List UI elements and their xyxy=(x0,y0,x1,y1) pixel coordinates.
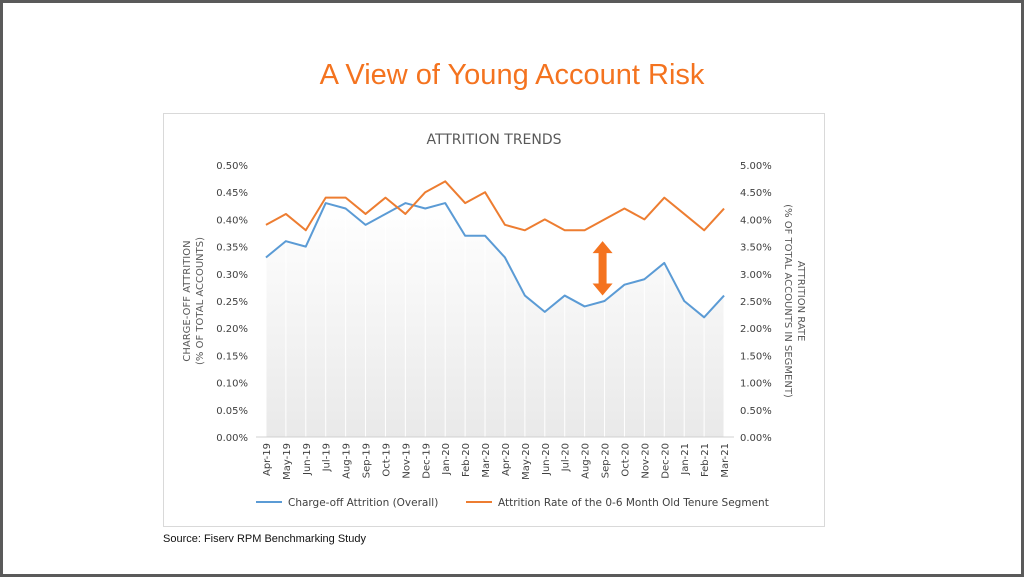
x-tick-label: Oct-19 xyxy=(381,443,392,477)
y-right-tick-label: 2.00% xyxy=(740,324,772,335)
x-tick-label: Jan-20 xyxy=(441,443,452,476)
y-right-tick-label: 0.50% xyxy=(740,406,772,417)
gap-double-arrow-icon xyxy=(592,241,613,296)
x-tick-label: Sep-20 xyxy=(601,443,612,478)
y-right-axis-title: ATTRITION RATE xyxy=(795,261,806,342)
x-tick-label: Aug-20 xyxy=(581,443,592,479)
y-left-axis-title: CHARGE-OFF ATTRITION xyxy=(182,240,193,361)
y-right-tick-label: 3.50% xyxy=(740,243,772,254)
y-left-tick-label: 0.20% xyxy=(216,324,248,335)
y-right-tick-label: 4.50% xyxy=(740,188,772,199)
y-right-tick-label: 1.50% xyxy=(740,351,772,362)
slide-title: A View of Young Account Risk xyxy=(319,59,705,91)
x-tick-label: Jun-20 xyxy=(541,443,552,476)
legend-label: Attrition Rate of the 0-6 Month Old Tenu… xyxy=(498,497,769,509)
x-tick-label: Jul-20 xyxy=(561,443,572,472)
y-left-tick-label: 0.45% xyxy=(216,188,248,199)
x-tick-label: Dec-19 xyxy=(421,443,432,479)
x-tick-label: Mar-20 xyxy=(481,443,492,478)
x-tick-label: Nov-20 xyxy=(640,443,651,479)
x-tick-label: Sep-19 xyxy=(362,443,373,478)
x-tick-label: Nov-19 xyxy=(401,443,412,479)
x-tick-label: Jan-21 xyxy=(680,443,691,476)
y-right-tick-label: 4.00% xyxy=(740,215,772,226)
x-tick-label: May-19 xyxy=(282,443,293,480)
charge-off-area xyxy=(265,203,725,437)
x-tick-label: Apr-19 xyxy=(262,443,273,476)
series-line-charge-off xyxy=(265,202,725,319)
y-left-axis-title: (% OF TOTAL ACCOUNTS) xyxy=(195,237,206,365)
y-left-tick-label: 0.40% xyxy=(216,215,248,226)
x-tick-label: Dec-20 xyxy=(660,443,671,479)
y-right-tick-label: 5.00% xyxy=(740,161,772,172)
y-right-axis-title: (% OF TOTAL ACCOUNTS IN SEGMENT) xyxy=(782,204,793,398)
y-left-tick-label: 0.25% xyxy=(216,297,248,308)
y-right-tick-label: 1.00% xyxy=(740,379,772,390)
slide: A View of Young Account Risk ATTRITION T… xyxy=(3,3,1021,574)
x-tick-label: Aug-19 xyxy=(342,443,353,479)
x-tick-label: Jul-19 xyxy=(322,443,333,472)
legend-label: Charge-off Attrition (Overall) xyxy=(288,497,438,509)
y-left-tick-label: 0.15% xyxy=(216,351,248,362)
chart-frame: ATTRITION TRENDS 0.00% 0.05% 0.10% 0.15% 0.2… xyxy=(163,113,825,527)
x-tick-label: Apr-20 xyxy=(501,443,512,476)
x-tick-label: Oct-20 xyxy=(620,443,631,477)
x-tick-label: May-20 xyxy=(521,443,532,480)
series-line-attrition-rate xyxy=(265,180,725,232)
x-tick-label: Jun-19 xyxy=(302,443,313,476)
y-right-tick-label: 2.50% xyxy=(740,297,772,308)
x-tick-label: Feb-20 xyxy=(461,443,472,477)
y-left-tick-label: 0.35% xyxy=(216,243,248,254)
y-left-tick-label: 0.50% xyxy=(216,161,248,172)
y-right-tick-label: 0.00% xyxy=(740,433,772,444)
y-left-tick-label: 0.05% xyxy=(216,406,248,417)
attrition-chart: ATTRITION TRENDS 0.00% 0.05% 0.10% 0.15% 0.2… xyxy=(182,132,806,509)
chart-title: ATTRITION TRENDS xyxy=(426,132,561,148)
x-tick-label: Mar-21 xyxy=(720,443,731,478)
x-tick-label: Feb-21 xyxy=(700,443,711,477)
y-right-tick-label: 3.00% xyxy=(740,270,772,281)
y-left-tick-label: 0.10% xyxy=(216,379,248,390)
y-left-tick-label: 0.30% xyxy=(216,270,248,281)
y-left-tick-label: 0.00% xyxy=(216,433,248,444)
source-note: Source: Fiserv RPM Benchmarking Study xyxy=(163,533,366,545)
